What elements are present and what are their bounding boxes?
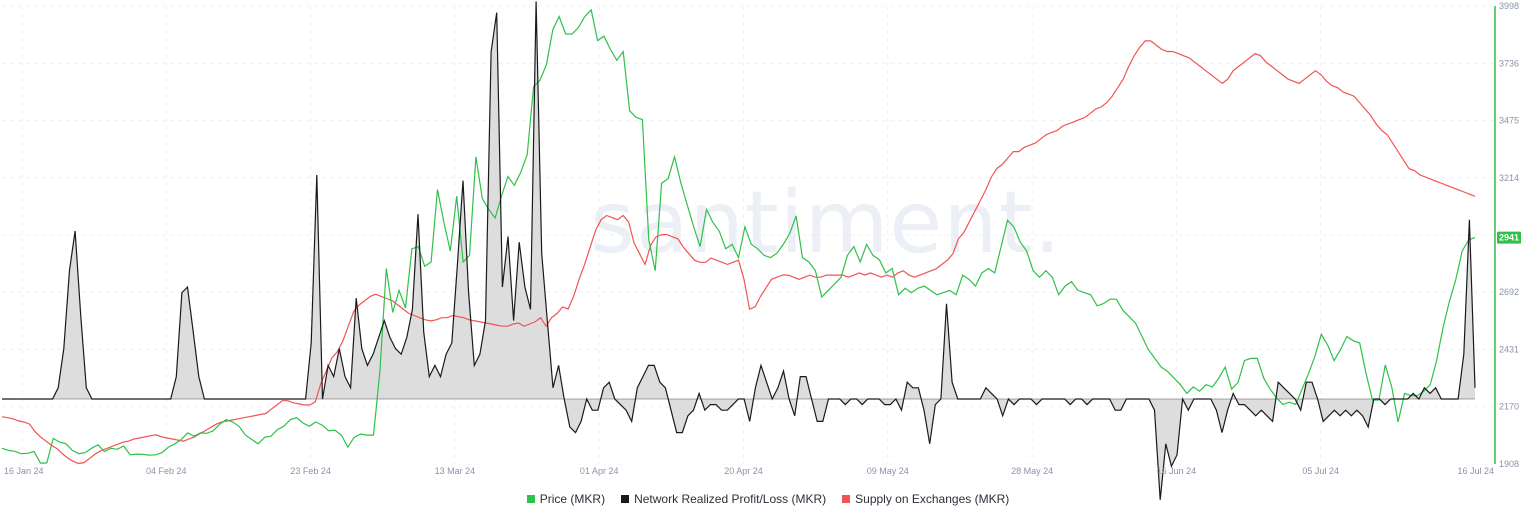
- last-price-label: 2941: [1499, 233, 1519, 243]
- x-axis: 16 Jan 24 04 Feb 24 23 Feb 24 13 Mar 24 01 A…: [4, 466, 1494, 476]
- legend-swatch-supply: [842, 495, 851, 503]
- x-tick-label: 13 Mar 24: [435, 466, 476, 476]
- watermark: santiment.: [590, 173, 1062, 273]
- x-tick-label: 01 Apr 24: [580, 466, 619, 476]
- npl-area-fill: [2, 1, 1475, 500]
- y-tick-label: 3998: [1499, 1, 1519, 11]
- legend-label-price: Price (MKR): [539, 492, 606, 506]
- y-tick-label: 2170: [1499, 402, 1519, 412]
- x-tick-label: 20 Apr 24: [724, 466, 763, 476]
- legend-item-price[interactable]: Price (MKR): [526, 492, 606, 506]
- legend-label-supply: Supply on Exchanges (MKR): [855, 492, 1010, 506]
- legend-item-npl[interactable]: Network Realized Profit/Loss (MKR): [621, 492, 826, 506]
- y-tick-label: 3736: [1499, 58, 1519, 68]
- legend-item-supply[interactable]: Supply on Exchanges (MKR): [842, 492, 1009, 506]
- legend-swatch-npl: [621, 495, 630, 503]
- legend-label-npl: Network Realized Profit/Loss (MKR): [634, 492, 827, 506]
- legend: Price (MKR) Network Realized Profit/Loss…: [0, 492, 1536, 506]
- x-tick-label: 04 Feb 24: [146, 466, 187, 476]
- x-tick-label: 16 Jul 24: [1457, 466, 1494, 476]
- x-tick-label: 23 Feb 24: [290, 466, 331, 476]
- series-line-npl: [2, 1, 1476, 500]
- legend-swatch-price: [526, 495, 535, 503]
- y-tick-label: 3214: [1499, 173, 1519, 183]
- y-tick-label: 3475: [1499, 116, 1519, 126]
- x-tick-label: 16 Jan 24: [4, 466, 44, 476]
- series-line-price: [1, 8, 1476, 464]
- y-tick-label: 1908: [1499, 459, 1519, 469]
- x-tick-label: 09 May 24: [867, 466, 909, 476]
- x-tick-label: 28 May 24: [1011, 466, 1053, 476]
- series-line-supply: [1, 40, 1476, 465]
- x-tick-label: 16 Jun 24: [1157, 466, 1197, 476]
- y-axis: 1908 2170 2431 2692 3214 3475 3736 3998 2941: [1494, 1, 1521, 469]
- y-tick-label: 2692: [1499, 287, 1519, 297]
- series-layer: [1, 1, 1476, 500]
- last-price-tag: [1497, 231, 1521, 244]
- x-tick-label: 05 Jul 24: [1302, 466, 1339, 476]
- y-tick-label: 2431: [1499, 344, 1519, 354]
